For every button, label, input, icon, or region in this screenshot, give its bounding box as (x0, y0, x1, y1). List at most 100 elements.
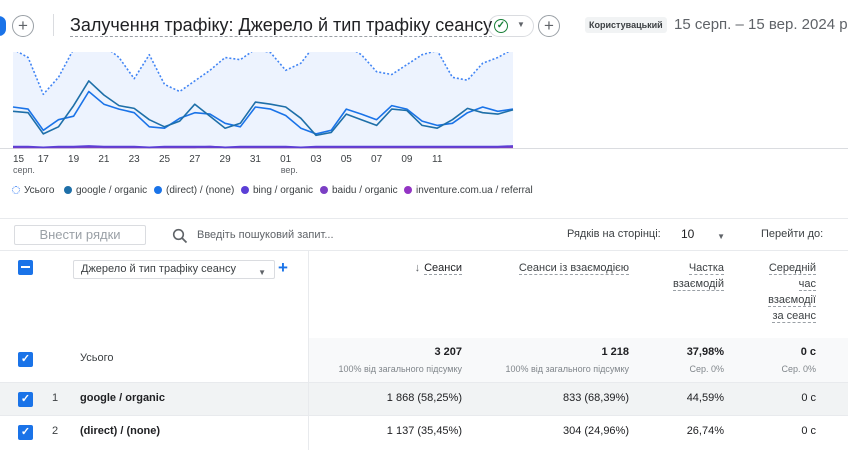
toolbar-divider (0, 218, 848, 219)
row-checkbox[interactable]: ✓ (18, 425, 33, 440)
column-header-label: за сеанс (772, 310, 816, 323)
legend-item-direct-none[interactable]: (direct) / (none) (154, 184, 234, 198)
table-row[interactable]: ✓ 1 google / organic 1 868 (58,25%) 833 … (0, 382, 848, 415)
dimension-column-divider (308, 251, 309, 450)
column-header-label: Частка (688, 262, 724, 275)
legend-item-bing-organic[interactable]: bing / organic (241, 184, 313, 198)
x-tick-label: 05 (341, 154, 353, 165)
sort-descending-icon: ↓ (414, 262, 421, 274)
date-comparison-badge: Користувацький (585, 17, 667, 33)
row-engaged-sessions: 304 (24,96%) (562, 425, 629, 437)
legend-dot-icon (404, 186, 412, 194)
x-tick-label: 03 (310, 154, 322, 165)
legend-item-google-organic[interactable]: google / organic (64, 184, 147, 198)
series-line-google-organic[interactable] (12, 80, 514, 137)
rows-per-page-label: Рядків на сторінці: (567, 228, 661, 240)
legend-label: Усього (24, 185, 55, 196)
row-dimension-value[interactable]: (direct) / (none) (80, 425, 161, 437)
x-tick-label: 17 (38, 154, 50, 165)
chevron-down-icon: ▼ (517, 20, 525, 29)
x-tick-label: 11 (432, 154, 443, 165)
row-number: 1 (52, 392, 59, 404)
dimension-selector-value: Джерело й тип трафіку сеансу (81, 263, 236, 275)
totals-row-background (309, 338, 848, 382)
report-title[interactable]: Залучення трафіку: Джерело й тип трафіку… (70, 15, 493, 37)
series-line-direct-none[interactable] (12, 90, 514, 135)
x-tick-label: 09 (401, 154, 413, 165)
row-avg-engagement-time: 0 с (801, 392, 816, 404)
add-dimension-button[interactable]: + (278, 258, 288, 277)
x-tick-label: 23 (129, 154, 141, 165)
x-tick-label: 31 (250, 154, 262, 165)
column-header-label: час (798, 278, 816, 291)
column-header-sessions[interactable]: ↓ Сеанси (415, 260, 462, 276)
total-avg-engagement-time-sub: Сер. 0% (781, 364, 816, 374)
date-range-picker[interactable]: 15 серп. – 15 вер. 2024 р. (674, 16, 848, 33)
total-series-area (13, 52, 513, 148)
chevron-down-icon: ▼ (258, 268, 266, 277)
add-filter-button[interactable]: + (538, 15, 560, 37)
legend-dot-icon (241, 186, 249, 194)
row-avg-engagement-time: 0 с (801, 425, 816, 437)
x-tick-label: 07 (371, 154, 383, 165)
row-number: 2 (52, 425, 59, 437)
totals-checkbox[interactable]: ✓ (18, 352, 33, 367)
legend-item-baidu-organic[interactable]: baidu / organic (320, 184, 398, 198)
legend-label: baidu / organic (332, 185, 398, 196)
search-icon (172, 228, 188, 244)
select-all-checkbox[interactable] (18, 260, 33, 275)
column-header-label: Сеанси (424, 262, 462, 275)
x-tick-label: 21 (98, 154, 110, 165)
series-line-[interactable] (13, 52, 513, 96)
row-sessions: 1 868 (58,25%) (386, 392, 462, 404)
column-header-label: взаємодій (673, 278, 724, 291)
report-status-chip[interactable]: ✓ ▼ (488, 15, 534, 37)
table-search[interactable]: Введіть пошуковий запит... (172, 227, 472, 245)
totals-label: Усього (80, 352, 114, 364)
column-header-engaged-sessions[interactable]: Сеанси із взаємодією (518, 260, 629, 276)
column-header-label: Сеанси із взаємодією (518, 262, 629, 275)
goto-page-label: Перейти до: (761, 228, 824, 240)
legend-label: inventure.com.ua / referral (416, 185, 533, 196)
report-header: + Залучення трафіку: Джерело й тип трафі… (0, 0, 848, 52)
search-input[interactable]: Введіть пошуковий запит... (197, 229, 334, 241)
add-comparison-button[interactable]: + (12, 15, 34, 37)
total-engaged-sessions: 1 218 (601, 346, 629, 358)
row-sessions: 1 137 (35,45%) (386, 425, 462, 437)
x-tick-label: 01 (280, 154, 292, 165)
add-rows-button[interactable]: Внести рядки (14, 225, 146, 245)
legend-item-total[interactable]: Усього (12, 184, 54, 198)
column-header-label: Середній (768, 262, 816, 275)
row-checkbox[interactable]: ✓ (18, 392, 33, 407)
x-tick-month-label: серп. (13, 165, 35, 175)
legend-dot-icon (64, 186, 72, 194)
series-line-bing-organic[interactable] (13, 145, 514, 149)
sidebar-edge-button[interactable] (0, 16, 6, 36)
table-top-border (0, 250, 848, 251)
dimension-column (0, 251, 308, 450)
rows-per-page-value: 10 (681, 227, 695, 241)
column-header-avg-engagement-time[interactable]: Середній час взаємодії за сеанс (768, 260, 816, 324)
total-sessions-sub: 100% від загального підсумку (338, 364, 462, 374)
legend-label: bing / organic (253, 185, 314, 196)
dimension-selector[interactable]: Джерело й тип трафіку сеансу ▼ (73, 260, 275, 279)
legend-label: (direct) / (none) (166, 185, 235, 196)
dotted-circle-icon (12, 186, 20, 194)
total-avg-engagement-time: 0 с (800, 346, 816, 358)
total-engaged-sessions-sub: 100% від загального підсумку (505, 364, 629, 374)
check-icon: ✓ (494, 19, 508, 33)
row-dimension-value[interactable]: google / organic (80, 392, 165, 404)
column-header-engagement-rate[interactable]: Частка взаємодій (673, 260, 724, 292)
total-sessions: 3 207 (434, 346, 462, 358)
x-tick-month-label: вер. (281, 165, 298, 175)
rows-per-page-select[interactable]: 10 ▼ (681, 226, 729, 244)
legend-item-inventure-referral[interactable]: inventure.com.ua / referral (404, 184, 533, 198)
legend-label: google / organic (76, 185, 148, 196)
total-engagement-rate: 37,98% (686, 346, 724, 358)
table-row[interactable]: ✓ 2 (direct) / (none) 1 137 (35,45%) 304… (0, 415, 848, 448)
total-engagement-rate-sub: Сер. 0% (689, 364, 724, 374)
row-divider (308, 382, 309, 450)
legend-dot-icon (320, 186, 328, 194)
header-divider (53, 14, 54, 36)
